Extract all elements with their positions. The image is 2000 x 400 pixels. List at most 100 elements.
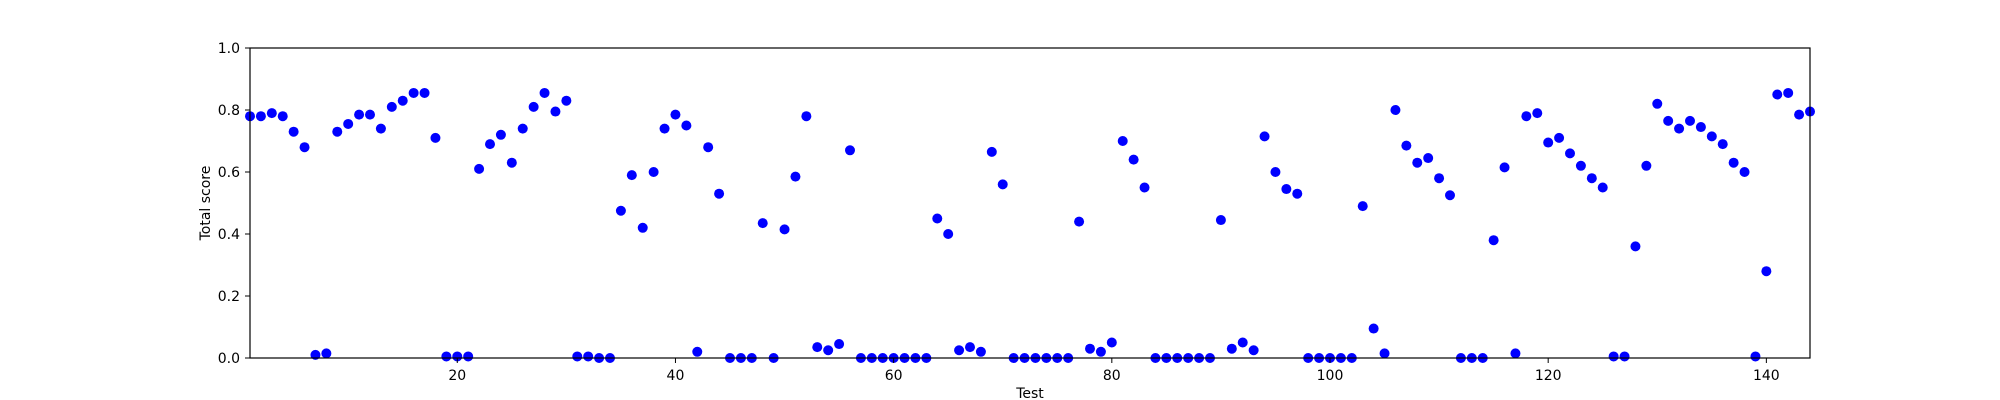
- data-point: [670, 109, 681, 120]
- data-point: [517, 123, 528, 134]
- x-tick-label: 120: [1535, 368, 1562, 384]
- data-point: [397, 95, 408, 106]
- data-point: [375, 123, 386, 134]
- data-point: [1074, 216, 1085, 227]
- y-tick-label: 0.4: [218, 227, 240, 243]
- data-point: [386, 101, 397, 112]
- data-point: [1445, 190, 1455, 201]
- data-point: [1565, 148, 1575, 159]
- data-point: [615, 205, 626, 216]
- data-point: [408, 87, 419, 98]
- data-point: [965, 342, 975, 353]
- data-point: [1390, 105, 1401, 115]
- data-point: [1641, 160, 1652, 171]
- data-point: [932, 213, 943, 224]
- data-point: [845, 145, 855, 156]
- x-tick-label: 60: [885, 368, 903, 384]
- data-point: [626, 170, 637, 181]
- data-point: [1783, 87, 1794, 98]
- data-point: [1543, 137, 1554, 148]
- data-point: [1717, 139, 1728, 150]
- x-tick-label: 40: [667, 368, 685, 384]
- data-point: [1139, 182, 1150, 193]
- data-point: [1663, 115, 1674, 126]
- x-tick-label: 80: [1103, 368, 1121, 384]
- data-point: [332, 126, 343, 137]
- data-point: [790, 171, 801, 182]
- data-point: [648, 167, 659, 177]
- data-point: [637, 222, 648, 233]
- data-point: [299, 142, 310, 153]
- data-point: [1750, 351, 1761, 362]
- data-point: [266, 108, 277, 119]
- data-point: [583, 351, 594, 362]
- data-point: [528, 101, 539, 112]
- data-point: [1772, 89, 1783, 100]
- data-point: [1281, 184, 1292, 195]
- data-point: [1728, 157, 1739, 168]
- data-point: [801, 111, 812, 122]
- data-point: [1270, 167, 1281, 177]
- data-point: [757, 218, 768, 229]
- data-point: [823, 345, 834, 356]
- data-point: [1412, 157, 1423, 168]
- data-point: [365, 109, 375, 120]
- data-point: [1575, 160, 1586, 171]
- y-axis-ticks: 0.0 0.2 0.4 0.6 0.8 1.0: [218, 41, 250, 367]
- data-point: [1794, 109, 1805, 120]
- data-point: [343, 118, 354, 129]
- data-point: [1554, 132, 1565, 143]
- data-point: [1695, 122, 1706, 133]
- data-point: [463, 351, 474, 362]
- data-point: [1608, 351, 1619, 362]
- data-point: [1586, 173, 1597, 184]
- data-point: [714, 188, 725, 199]
- data-point: [1630, 241, 1641, 252]
- data-point: [277, 111, 288, 122]
- plot-area-frame: [249, 47, 1811, 359]
- data-point: [572, 351, 583, 362]
- data-point: [495, 129, 506, 140]
- data-point: [255, 111, 266, 122]
- data-point: [1106, 337, 1117, 348]
- data-point: [1401, 140, 1412, 151]
- x-axis-label: Test: [1015, 386, 1044, 400]
- data-point: [1215, 215, 1226, 226]
- data-point: [1259, 131, 1270, 142]
- y-tick-label: 0.6: [218, 165, 240, 181]
- data-point: [681, 120, 692, 131]
- data-point: [1532, 108, 1543, 119]
- data-point: [1706, 131, 1717, 142]
- data-point: [485, 139, 495, 150]
- data-point: [779, 224, 790, 235]
- data-point: [986, 146, 997, 157]
- data-point: [659, 123, 670, 134]
- data-point: [975, 346, 986, 357]
- data-point: [1379, 348, 1390, 359]
- data-point: [321, 348, 332, 359]
- data-point: [1292, 188, 1303, 199]
- data-point: [419, 87, 430, 98]
- data-point: [812, 342, 823, 353]
- data-point: [1685, 115, 1695, 126]
- data-point: [1248, 345, 1259, 356]
- data-point: [506, 157, 517, 168]
- data-point: [288, 126, 299, 137]
- data-point: [1597, 182, 1608, 193]
- data-point: [1510, 348, 1521, 359]
- data-point: [550, 106, 561, 117]
- x-axis-ticks: 20 40 60 80 100 120 140: [448, 358, 1780, 384]
- y-tick-label: 0.2: [218, 289, 240, 305]
- data-point: [1423, 153, 1434, 164]
- data-point: [1085, 343, 1095, 354]
- y-tick-label: 0.8: [218, 103, 240, 119]
- data-point: [1368, 323, 1379, 334]
- data-point: [703, 142, 714, 153]
- x-tick-label: 140: [1753, 368, 1780, 384]
- y-tick-label: 1.0: [218, 41, 240, 57]
- data-point: [1095, 346, 1106, 357]
- data-point: [1619, 351, 1630, 362]
- data-point: [1226, 343, 1237, 354]
